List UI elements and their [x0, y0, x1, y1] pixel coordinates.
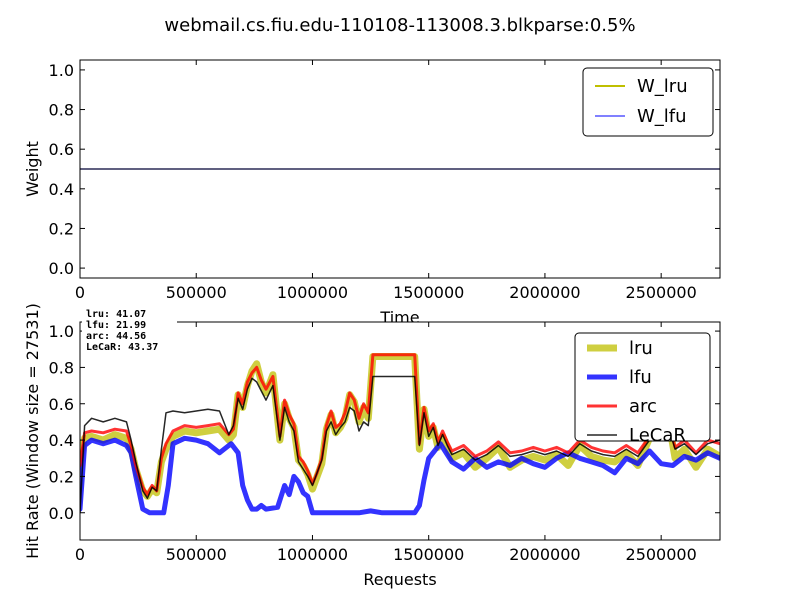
y-tick-label: 0.0 [49, 504, 74, 523]
axes-frame [79, 321, 721, 541]
legend-label: lru [629, 338, 653, 359]
weight-chart: 0 500000 1000000 1500000 2000000 2500000 0.0 0.… [23, 59, 721, 327]
hit-rate-chart: 0 500000 1000000 1500000 2000000 2500000 0.0 0.… [23, 303, 721, 589]
y-tick-label: 1.0 [49, 61, 74, 80]
y-axis-label: Weight [23, 141, 42, 197]
y-axis-label: Hit Rate (Window size = 27531) [23, 303, 42, 559]
y-tick-label: 0.2 [49, 467, 74, 486]
stat-line: LeCaR: 43.37 [86, 342, 158, 353]
legend: lru lfu arc LeCaR [574, 332, 711, 446]
y-tick-label: 0.8 [49, 101, 74, 120]
x-tick-label: 2000000 [509, 283, 580, 302]
legend-label: W_lfu [637, 106, 687, 127]
y-tick-label: 0.2 [49, 219, 74, 238]
axes-frame [79, 59, 721, 279]
x-tick-label: 0 [75, 545, 85, 564]
y-tick-label: 0.4 [49, 180, 74, 199]
legend-box [574, 332, 711, 442]
x-tick-label: 0 [75, 283, 85, 302]
series-group [80, 353, 720, 516]
series-line-lru [80, 353, 720, 500]
x-tick-label: 1000000 [277, 283, 348, 302]
series-line-lecar [80, 375, 720, 514]
stat-line: lru: 41.07 [86, 309, 146, 320]
x-tick-label: 2500000 [626, 283, 697, 302]
figure-title: webmail.cs.fiu.edu-110108-113008.3.blkpa… [164, 15, 635, 36]
legend: W_lru W_lfu [582, 67, 714, 137]
y-tick-label: 0.8 [49, 358, 74, 377]
legend-label: W_lru [637, 76, 688, 97]
y-tick-label: 1.0 [49, 322, 74, 341]
y-tick-label: 0.4 [49, 431, 74, 450]
x-tick-label: 500000 [166, 283, 227, 302]
series-line-lfu [80, 435, 720, 516]
legend-label: LeCaR [629, 425, 686, 446]
stat-line: arc: 44.56 [86, 331, 146, 342]
x-tick-label: 1500000 [393, 545, 464, 564]
x-tick-label: 1500000 [393, 283, 464, 302]
y-tick-label: 0.6 [49, 395, 74, 414]
y-tick-label: 0.6 [49, 140, 74, 159]
legend-label: arc [629, 396, 657, 417]
stats-background [82, 310, 177, 356]
stat-line: lfu: 21.99 [86, 320, 146, 331]
x-axis-label: Requests [363, 570, 436, 589]
x-tick-label: 2500000 [626, 545, 697, 564]
y-tick-label: 0.0 [49, 259, 74, 278]
legend-label: lfu [629, 367, 652, 388]
x-tick-label: 500000 [166, 545, 227, 564]
x-tick-label: 2000000 [509, 545, 580, 564]
series-line-arc [80, 353, 720, 497]
x-tick-label: 1000000 [277, 545, 348, 564]
